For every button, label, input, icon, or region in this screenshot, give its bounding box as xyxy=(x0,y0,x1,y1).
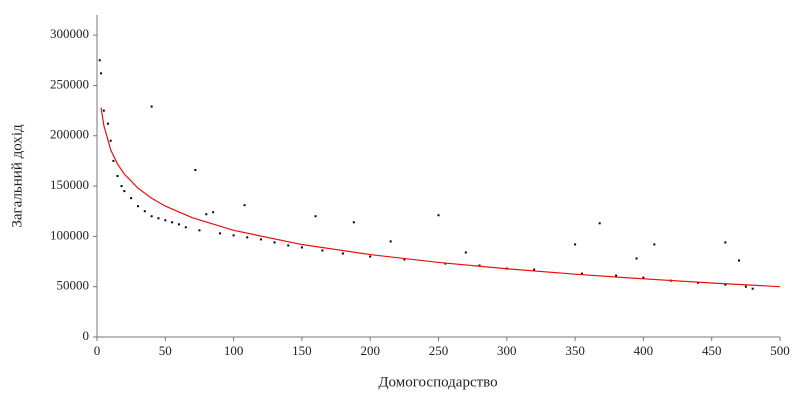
scatter-point xyxy=(106,122,109,125)
scatter-point xyxy=(98,59,101,62)
scatter-point xyxy=(194,168,197,171)
fit-curve xyxy=(100,107,781,288)
scatter-point xyxy=(120,185,123,188)
scatter-point xyxy=(615,274,618,277)
scatter-point xyxy=(642,276,645,279)
scatter-point xyxy=(464,251,467,254)
scatter-point xyxy=(574,243,577,246)
y-tick-label: 250000 xyxy=(50,76,89,91)
scatter-point xyxy=(109,139,112,142)
x-tick-label: 0 xyxy=(94,343,101,358)
x-tick-label: 200 xyxy=(360,343,380,358)
scatter-point xyxy=(533,268,536,271)
scatter-point xyxy=(184,226,187,229)
scatter-point xyxy=(150,215,153,218)
scatter-point xyxy=(143,210,146,213)
scatter-point xyxy=(273,241,276,244)
scatter-point xyxy=(130,197,133,200)
scatter-point xyxy=(171,221,174,224)
y-axis-label: Загальний дохід xyxy=(9,124,25,228)
scatter-point xyxy=(724,283,727,286)
y-tick-label: 300000 xyxy=(50,26,89,41)
x-tick-label: 350 xyxy=(565,343,585,358)
y-tick-label: 100000 xyxy=(50,227,89,242)
scatter-point xyxy=(321,249,324,252)
scatter-point xyxy=(136,205,139,208)
y-tick-label: 200000 xyxy=(50,127,89,142)
y-tick-label: 50000 xyxy=(57,278,90,293)
scatter-point xyxy=(635,257,638,260)
scatter-point xyxy=(102,109,105,112)
scatter-point xyxy=(478,264,481,267)
x-tick-label: 500 xyxy=(770,343,790,358)
scatter-point xyxy=(150,105,153,108)
scatter-point xyxy=(369,255,372,258)
scatter-point xyxy=(116,175,119,177)
scatter-point xyxy=(212,211,215,214)
scatter-point xyxy=(243,204,246,207)
x-tick-label: 450 xyxy=(702,343,722,358)
x-tick-label: 400 xyxy=(634,343,654,358)
scatter-point xyxy=(744,285,747,288)
scatter-point xyxy=(300,246,303,249)
x-tick-label: 250 xyxy=(429,343,449,358)
scatter-point xyxy=(177,223,180,226)
scatter-point xyxy=(580,272,583,275)
scatter-point xyxy=(341,252,344,255)
x-tick-label: 150 xyxy=(292,343,312,358)
scatter-point xyxy=(246,236,249,239)
scatter-point xyxy=(198,229,201,232)
scatter-point xyxy=(259,238,262,241)
scatter-point xyxy=(157,217,160,220)
scatter-point xyxy=(232,234,235,237)
scatter-point xyxy=(352,221,355,224)
scatter-point xyxy=(751,287,754,290)
scatter-point xyxy=(100,72,103,75)
scatter-point xyxy=(287,244,290,247)
scatter-point xyxy=(389,240,392,243)
scatter-point xyxy=(738,259,741,262)
scatter-point xyxy=(218,232,221,235)
scatter-point xyxy=(403,258,406,261)
x-tick-label: 100 xyxy=(224,343,244,358)
x-tick-label: 50 xyxy=(159,343,172,358)
scatter-point xyxy=(314,215,317,218)
scatter-point xyxy=(437,214,440,217)
y-tick-label: 0 xyxy=(83,328,90,343)
scatter-point xyxy=(653,243,656,246)
scatter-point xyxy=(112,159,115,162)
scatter-point xyxy=(123,190,126,193)
scatter-point xyxy=(164,219,167,222)
x-tick-label: 300 xyxy=(497,343,517,358)
y-tick-label: 150000 xyxy=(50,177,89,192)
scatter-point xyxy=(205,213,208,216)
scatter-point xyxy=(724,241,727,244)
scatter-point xyxy=(598,222,601,225)
x-axis-label: Домогосподарство xyxy=(378,374,497,390)
